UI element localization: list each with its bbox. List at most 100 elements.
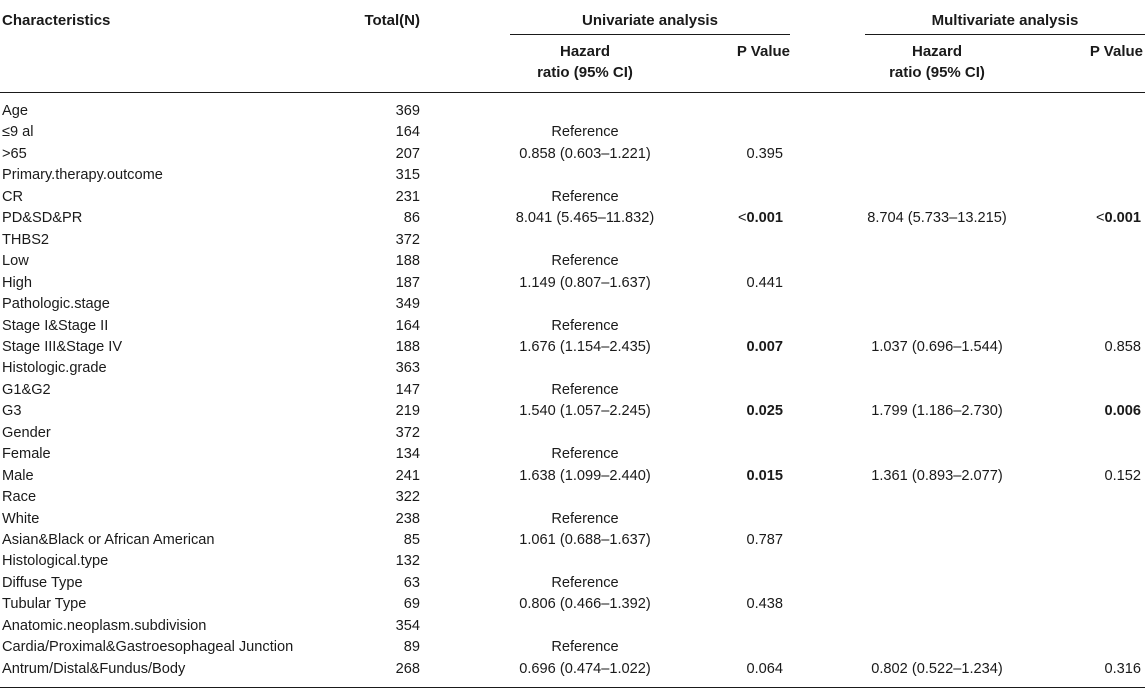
table-row: Race 322 — [0, 487, 1145, 508]
characteristic-cell: Cardia/Proximal&Gastroesophageal Junctio… — [2, 639, 294, 656]
univariate-hr-cell: Reference — [551, 639, 619, 656]
characteristic-cell: Histologic.grade — [2, 360, 107, 377]
characteristic-cell: Pathologic.stage — [2, 296, 110, 313]
characteristic-cell: Diffuse Type — [2, 574, 83, 591]
hazard-line2: ratio (95% CI) — [889, 64, 985, 81]
p-value-text: 0.438 — [746, 596, 783, 613]
less-than-sign: < — [737, 210, 747, 227]
univariate-hr-cell: Reference — [551, 253, 619, 270]
table-row: Anatomic.neoplasm.subdivision 354 — [0, 616, 1145, 637]
total-cell: 188 — [395, 253, 420, 270]
total-cell: 132 — [395, 553, 420, 570]
total-cell: 369 — [395, 103, 420, 119]
hazard-line1: Hazard — [911, 43, 963, 60]
table-row: Age 369 — [0, 101, 1145, 122]
total-cell: 85 — [403, 532, 420, 548]
characteristic-cell: ≤9 al — [2, 124, 34, 141]
p-value-text: 0.007 — [746, 338, 783, 355]
header-characteristics: Characteristics — [2, 12, 111, 29]
table-row: White 238 Reference — [0, 509, 1145, 530]
univariate-hr-cell: 1.676 (1.154–2.435) — [519, 338, 651, 355]
p-value-text: 0.001 — [1104, 210, 1141, 227]
table-row: High 187 1.149 (0.807–1.637) 0.441 — [0, 273, 1145, 294]
univariate-p-cell: 0.438 — [690, 594, 783, 615]
univariate-hr-cell: Reference — [551, 381, 619, 398]
table-row: Gender 372 — [0, 423, 1145, 444]
p-value-text: 0.064 — [746, 660, 783, 677]
characteristic-cell: White — [2, 510, 40, 527]
multivariate-hr-cell: 1.361 (0.893–2.077) — [871, 467, 1003, 484]
hazard-line2: ratio (95% CI) — [537, 64, 633, 81]
characteristic-cell: PD&SD&PR — [2, 210, 83, 227]
characteristic-cell: Female — [2, 446, 51, 463]
table-row: >65 207 0.858 (0.603–1.221) 0.395 — [0, 144, 1145, 165]
total-cell: 372 — [395, 231, 420, 248]
total-cell: 231 — [395, 188, 420, 205]
characteristic-cell: THBS2 — [2, 231, 50, 248]
total-cell: 164 — [395, 124, 420, 141]
header-univariate-hazard: Hazard ratio (95% CI) — [470, 41, 700, 83]
characteristic-cell: Stage I&Stage II — [2, 317, 109, 334]
total-cell: 188 — [395, 338, 420, 355]
total-cell: 238 — [395, 510, 420, 527]
header-univariate-p: P Value — [736, 43, 790, 60]
univariate-p-cell: 0.064 — [690, 659, 783, 680]
header-total: Total(N) — [364, 12, 420, 29]
univariate-hr-cell: Reference — [551, 317, 619, 334]
characteristic-cell: Gender — [2, 424, 51, 441]
characteristic-cell: Primary.therapy.outcome — [2, 167, 163, 184]
univariate-hr-cell: Reference — [551, 510, 619, 527]
header-multivariate-p: P Value — [1089, 43, 1143, 60]
characteristic-cell: G3 — [2, 403, 22, 420]
table-row: G1&G2 147 Reference — [0, 380, 1145, 401]
table-row: Cardia/Proximal&Gastroesophageal Junctio… — [0, 637, 1145, 658]
total-cell: 363 — [395, 360, 420, 377]
table-row: Antrum/Distal&Fundus/Body 268 0.696 (0.474… — [0, 659, 1145, 680]
univariate-hr-cell: 1.149 (0.807–1.637) — [519, 274, 651, 291]
p-value-text: 0.025 — [746, 403, 783, 420]
univariate-p-cell: 0.015 — [690, 466, 783, 487]
total-cell: 322 — [395, 489, 420, 506]
table-row: ≤9 al 164 Reference — [0, 122, 1145, 143]
univariate-hr-cell: 0.806 (0.466–1.392) — [519, 596, 651, 613]
table-row: Primary.therapy.outcome 315 — [0, 165, 1145, 186]
total-cell: 372 — [395, 424, 420, 441]
header-univariate: Univariate analysis — [582, 12, 718, 29]
univariate-p-cell: 0.007 — [690, 337, 783, 358]
characteristic-cell: Antrum/Distal&Fundus/Body — [2, 660, 186, 677]
characteristic-cell: Histological.type — [2, 553, 109, 570]
characteristic-cell: G1&G2 — [2, 381, 51, 398]
table-row: Histologic.grade 363 — [0, 358, 1145, 379]
p-value-text: 0.001 — [746, 210, 783, 227]
characteristic-cell: Stage III&Stage IV — [2, 338, 123, 355]
p-value-text: 0.006 — [1104, 403, 1141, 420]
characteristic-cell: Tubular Type — [2, 596, 87, 613]
univariate-hr-cell: 1.638 (1.099–2.440) — [519, 467, 651, 484]
table-row: Histological.type 132 — [0, 551, 1145, 572]
header-multivariate: Multivariate analysis — [931, 12, 1079, 29]
univariate-hr-cell: Reference — [551, 124, 619, 141]
table-row: Low 188 Reference — [0, 251, 1145, 272]
table-row: PD&SD&PR 86 8.041 (5.465–11.832) <0.001 8.70… — [0, 208, 1145, 229]
p-value-text: 0.787 — [746, 532, 783, 548]
p-value-text: 0.152 — [1104, 467, 1141, 484]
characteristic-cell: Low — [2, 253, 29, 270]
characteristic-cell: Male — [2, 467, 34, 484]
univariate-p-cell: 0.395 — [690, 144, 783, 165]
univariate-p-cell: 0.787 — [690, 530, 783, 551]
total-cell: 164 — [395, 317, 420, 334]
header-rule — [0, 92, 1145, 93]
header-multivariate-hazard: Hazard ratio (95% CI) — [822, 41, 1052, 83]
p-value-text: 0.441 — [746, 274, 783, 291]
univariate-hr-cell: 0.696 (0.474–1.022) — [519, 660, 651, 677]
multivariate-hr-cell: 1.799 (1.186–2.730) — [871, 403, 1003, 420]
total-cell: 354 — [395, 617, 420, 634]
multivariate-hr-cell: 0.802 (0.522–1.234) — [871, 660, 1003, 677]
total-cell: 147 — [395, 381, 420, 398]
table-row: CR 231 Reference — [0, 187, 1145, 208]
total-cell: 63 — [403, 574, 420, 591]
table-row: Pathologic.stage 349 — [0, 294, 1145, 315]
multivariate-hr-cell: 8.704 (5.733–13.215) — [867, 210, 1007, 227]
univariate-hr-cell: 1.061 (0.688–1.637) — [519, 532, 651, 548]
total-cell: 69 — [403, 596, 420, 613]
